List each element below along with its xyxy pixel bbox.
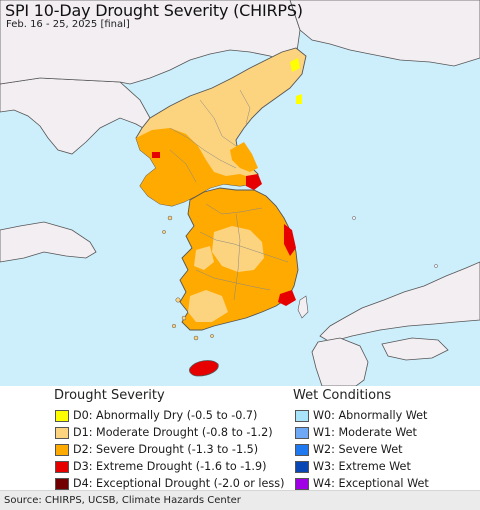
russia-coast [289, 0, 480, 67]
china-landmass [0, 77, 157, 155]
legend-label: W0: Abnormally Wet [313, 409, 428, 422]
nk-severe-west [136, 128, 254, 206]
japan-shikoku [381, 337, 449, 361]
legend-drought-heading: Drought Severity [54, 388, 165, 403]
legend-label: D1: Moderate Drought (-0.8 to -1.2) [73, 426, 273, 439]
legend-item-d2: D2: Severe Drought (-1.3 to -1.5) [55, 441, 284, 458]
legend-drought-list: D0: Abnormally Dry (-0.5 to -0.7) D1: Mo… [55, 407, 284, 492]
map-title: SPI 10-Day Drought Severity (CHIRPS) [5, 1, 303, 20]
legend-item-d3: D3: Extreme Drought (-1.6 to -1.9) [55, 458, 284, 475]
legend-label: D0: Abnormally Dry (-0.5 to -0.7) [73, 409, 258, 422]
sk-moderate-south [188, 290, 228, 322]
legend-label: D4: Exceptional Drought (-2.0 or less) [73, 477, 285, 490]
map-canvas [0, 0, 480, 386]
legend-swatch [295, 409, 309, 422]
legend-item-d0: D0: Abnormally Dry (-0.5 to -0.7) [55, 407, 284, 424]
legend-swatch [295, 443, 309, 456]
legend-wet-list: W0: Abnormally Wet W1: Moderate Wet W2: … [295, 407, 429, 492]
legend-item-d4: D4: Exceptional Drought (-2.0 or less) [55, 475, 284, 492]
legend-swatch [55, 460, 69, 473]
legend-item-w4: W4: Exceptional Wet [295, 475, 429, 492]
legend-item-w0: W0: Abnormally Wet [295, 407, 429, 424]
legend-swatch [295, 460, 309, 473]
jeju-island [189, 360, 219, 377]
legend-label: W4: Exceptional Wet [313, 477, 429, 490]
sk-extreme-southeast [278, 290, 296, 306]
japan-honshu [319, 261, 480, 343]
legend-wet-heading: Wet Conditions [293, 388, 392, 403]
map-subtitle: Feb. 16 - 25, 2025 [final] [6, 19, 130, 30]
shandong-peninsula [0, 221, 97, 263]
footer: Source: CHIRPS, UCSB, Climate Hazards Ce… [0, 490, 480, 510]
nk-extreme-inland [152, 152, 160, 158]
legend-item-w3: W3: Extreme Wet [295, 458, 429, 475]
sk-moderate-central [212, 226, 264, 272]
legend-label: D3: Extreme Drought (-1.6 to -1.9) [73, 460, 267, 473]
legend-drought: Drought Severity D0: Abnormally Dry (-0.… [0, 386, 290, 490]
sk-moderate-west [194, 246, 214, 270]
legend-swatch [55, 409, 69, 422]
admin-boundaries [169, 89, 289, 301]
legend-label: W1: Moderate Wet [313, 426, 417, 439]
legend-item-d1: D1: Moderate Drought (-0.8 to -1.2) [55, 424, 284, 441]
small-islands [162, 215, 214, 341]
nk-severe-east [230, 142, 258, 172]
oki-island [434, 264, 438, 268]
legend-item-w1: W1: Moderate Wet [295, 424, 429, 441]
legend-label: W2: Severe Wet [313, 443, 403, 456]
legend-swatch [55, 477, 69, 490]
legend-swatch [55, 443, 69, 456]
drought-map [0, 0, 480, 386]
sk-extreme-east [284, 224, 296, 256]
ulleung-island [352, 216, 356, 220]
legend-wet: Wet Conditions W0: Abnormally Wet W1: Mo… [290, 386, 480, 490]
nk-dry-northeast [290, 58, 300, 72]
legend-swatch [55, 426, 69, 439]
tsushima-island [297, 295, 309, 319]
legend-label: D2: Severe Drought (-1.3 to -1.5) [73, 443, 259, 456]
nk-extreme-coast [246, 174, 262, 190]
japan-kyushu [311, 337, 369, 386]
legend-item-w2: W2: Severe Wet [295, 441, 429, 458]
legend-swatch [295, 426, 309, 439]
legend-label: W3: Extreme Wet [313, 460, 411, 473]
legend-swatch [295, 477, 309, 490]
nk-dry-east [296, 94, 302, 104]
source-credit: Source: CHIRPS, UCSB, Climate Hazards Ce… [4, 495, 241, 506]
